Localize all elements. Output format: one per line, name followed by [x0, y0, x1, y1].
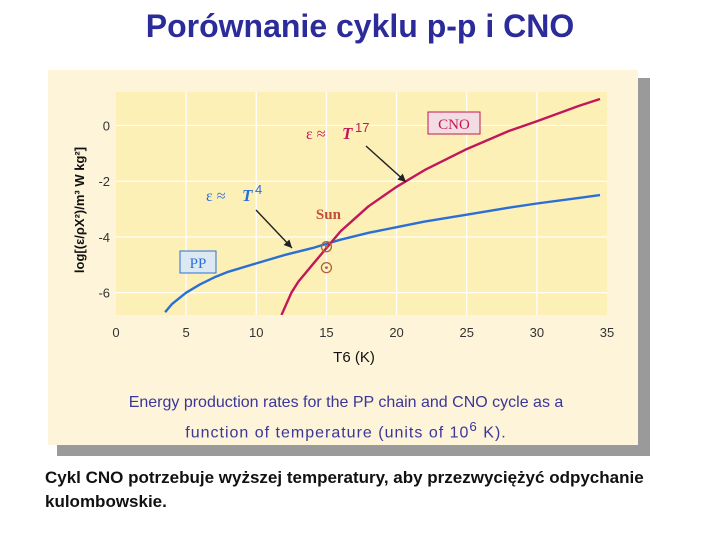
plot-area	[116, 92, 607, 315]
y-axis-label-text: log[(ε/ρX²)/m³ W kg²]	[72, 147, 87, 273]
formula-cno: ε ≈ T 17	[306, 120, 369, 143]
x-axis-label: T6 (K)	[333, 349, 375, 366]
formula-cno-epsilon: ε ≈	[306, 126, 326, 143]
caption-line-2: function of temperature (units of 106 K)…	[72, 415, 620, 445]
formula-cno-T: T	[342, 124, 353, 143]
formula-pp-epsilon: ε ≈	[206, 188, 226, 205]
sun-label: Sun	[316, 207, 342, 223]
caption-line-2a: function of temperature (units of 10	[185, 424, 470, 442]
arrow-pp-head	[283, 239, 292, 248]
y-tick-label: -4	[98, 230, 110, 245]
formula-pp: ε ≈ T 4	[206, 182, 262, 205]
y-axis-label: log[(ε/ρX²)/m³ W kg²]	[72, 147, 87, 273]
x-tick-label: 20	[389, 325, 403, 340]
formula-pp-T: T	[242, 186, 253, 205]
formula-cno-exponent: 17	[355, 120, 369, 135]
x-tick-label: 35	[600, 325, 614, 340]
arrow-cno-head	[397, 173, 406, 182]
arrow-pp	[255, 209, 293, 249]
y-tick-labels: 0 -2 -4 -6	[98, 118, 110, 300]
x-tick-label: 25	[459, 325, 473, 340]
caption-exponent: 6	[469, 419, 478, 434]
cno-label: CNO	[438, 117, 470, 133]
x-tick-label: 15	[319, 325, 333, 340]
y-tick-label: -6	[98, 286, 110, 301]
sun-marker	[320, 261, 333, 274]
caption-line-2b: K).	[477, 424, 507, 442]
x-tick-label: 30	[530, 325, 544, 340]
cno-label-box	[427, 111, 481, 135]
caption-line-1: Energy production rates for the PP chain…	[128, 394, 564, 411]
sun-marker	[320, 241, 333, 253]
x-tick-labels: 0 5 10 15 20 25 30 35	[112, 325, 614, 340]
series-line-cno	[280, 97, 601, 315]
page-title: Porównanie cyklu p-p i CNO	[145, 8, 575, 44]
pp-label-box	[179, 250, 217, 274]
formula-pp-exponent: 4	[255, 182, 262, 197]
bottom-text: Cykl CNO potrzebuje wyższej temperatury,…	[45, 468, 644, 511]
y-tick-label: -2	[98, 174, 110, 189]
x-tick-label: 0	[112, 325, 119, 340]
sun-marker-dot	[325, 266, 328, 270]
figure-caption: Energy production rates for the PP chain…	[72, 391, 620, 445]
arrow-cno	[365, 145, 407, 183]
pp-label: PP	[190, 256, 207, 272]
series-group	[164, 97, 601, 315]
y-tick-label: 0	[103, 118, 110, 133]
grid	[116, 92, 607, 315]
series-line-pp	[164, 193, 601, 313]
sun-marker-dot	[325, 245, 328, 249]
x-tick-label: 5	[183, 325, 190, 340]
x-tick-label: 10	[249, 325, 263, 340]
